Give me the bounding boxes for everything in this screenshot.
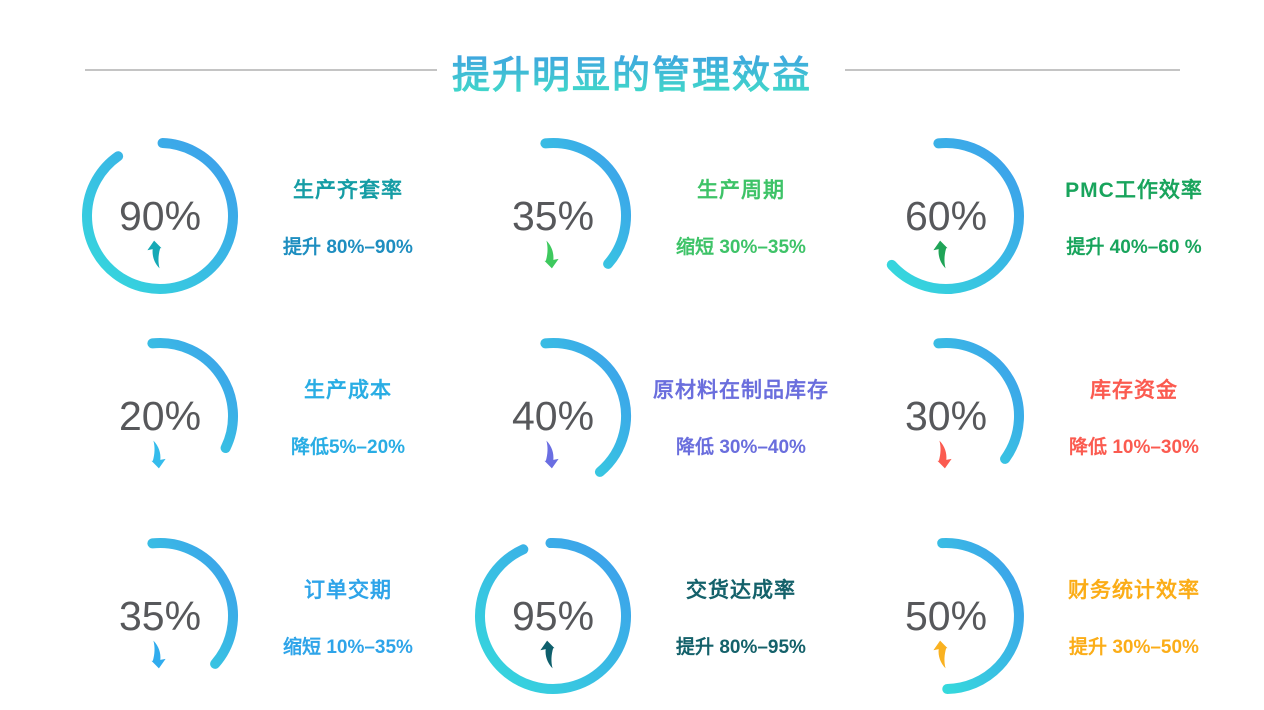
gauge-ring: 90% [78,134,242,298]
gauge-labels: 库存资金 降低 10%–30% [1032,374,1236,459]
gauge-center: 50% [864,534,1028,698]
trend-up-icon [932,240,947,268]
gauge-center: 40% [471,334,635,498]
gauge-arc [475,538,631,694]
gauge-ring: 50% [864,534,1028,698]
gauge-labels: PMC工作效率 提升 40%–60 % [1032,174,1236,259]
gauge-center: 90% [78,134,242,298]
gauge-center: 60% [864,134,1028,298]
gauge-percent: 95% [511,592,595,639]
gauge-arc [886,138,1024,294]
gauge-ring: 40% [471,334,635,498]
trend-down-icon [544,440,559,468]
page-title: 提升明显的管理效益 [0,44,1264,99]
trend-down-icon [151,640,166,668]
gauge-card-finance-stats-efficiency: 50% 财务统计效率 提升 30%–50% [864,534,1257,698]
gauge-arc [147,338,238,453]
gauge-percent: 40% [511,392,595,439]
trend-up-icon [146,240,161,268]
gauge-center: 35% [78,534,242,698]
gauge-annotation: 降低 10%–30% [1069,436,1199,458]
gauge-card-pmc-efficiency: 60% PMC工作效率 提升 40%–60 % [864,134,1257,298]
gauge-ring: 20% [78,334,242,498]
gauge-arc [540,138,631,269]
gauge-arc [82,138,238,294]
gauge-annotation: 提升 40%–60 % [1066,236,1202,258]
gauge-arc [937,538,1024,694]
gauge-card-production-cost: 20% 生产成本 降低5%–20% [78,334,471,498]
gauge-labels: 生产周期 缩短 30%–35% [639,174,843,259]
trend-up-icon [539,640,554,668]
gauge-card-material-wip-inventory: 40% 原材料在制品库存 降低 30%–40% [471,334,864,498]
gauge-arc [933,338,1024,464]
header-divider-right [845,69,1180,71]
gauge-labels: 原材料在制品库存 降低 30%–40% [639,374,843,459]
trend-down-icon [544,240,559,268]
gauge-center: 35% [471,134,635,298]
gauge-grid: 90% 生产齐套率 提升 80%–90% 35% 生产周期 缩短 30%–35%… [78,134,1257,698]
gauge-title: 生产成本 [304,378,392,402]
gauge-percent: 35% [511,192,595,239]
gauge-ring: 35% [471,134,635,298]
gauge-title: 交货达成率 [686,578,796,602]
gauge-labels: 订单交期 缩短 10%–35% [246,574,450,659]
gauge-title: 生产齐套率 [293,178,403,202]
gauge-center: 20% [78,334,242,498]
gauge-labels: 生产齐套率 提升 80%–90% [246,174,450,259]
gauge-title: 库存资金 [1090,378,1178,402]
gauge-percent: 20% [118,392,202,439]
gauge-annotation: 提升 30%–50% [1069,636,1199,658]
gauge-card-order-leadtime: 35% 订单交期 缩短 10%–35% [78,534,471,698]
gauge-card-production-kit-rate: 90% 生产齐套率 提升 80%–90% [78,134,471,298]
gauge-percent: 30% [904,392,988,439]
gauge-ring: 30% [864,334,1028,498]
gauge-arc [540,338,631,477]
gauge-card-inventory-capital: 30% 库存资金 降低 10%–30% [864,334,1257,498]
gauge-card-production-cycle: 35% 生产周期 缩短 30%–35% [471,134,864,298]
gauge-percent: 90% [118,192,202,239]
gauge-title: 生产周期 [697,178,785,202]
gauge-annotation: 缩短 30%–35% [676,236,806,258]
gauge-annotation: 降低 30%–40% [676,436,806,458]
gauge-ring: 60% [864,134,1028,298]
gauge-ring: 95% [471,534,635,698]
gauge-title: 订单交期 [304,578,392,602]
gauge-percent: 60% [904,192,988,239]
trend-down-icon [151,440,166,468]
slide-header: 提升明显的管理效益 [0,0,1264,110]
gauge-annotation: 降低5%–20% [290,436,406,458]
gauge-percent: 35% [118,592,202,639]
gauge-ring: 35% [78,534,242,698]
gauge-labels: 财务统计效率 提升 30%–50% [1032,574,1236,659]
gauge-center: 30% [864,334,1028,498]
gauge-annotation: 缩短 10%–35% [283,636,413,658]
gauge-percent: 50% [904,592,988,639]
gauge-title: 财务统计效率 [1068,578,1200,602]
gauge-title: 原材料在制品库存 [653,378,829,402]
gauge-center: 95% [471,534,635,698]
gauge-title: PMC工作效率 [1065,178,1203,202]
header-divider-left [85,69,437,71]
gauge-labels: 交货达成率 提升 80%–95% [639,574,843,659]
gauge-labels: 生产成本 降低5%–20% [246,374,450,459]
trend-down-icon [937,440,952,468]
gauge-annotation: 提升 80%–95% [676,636,806,658]
gauge-annotation: 提升 80%–90% [283,236,413,258]
trend-up-icon [932,640,947,668]
gauge-card-delivery-achievement: 95% 交货达成率 提升 80%–95% [471,534,864,698]
gauge-arc [147,538,238,669]
